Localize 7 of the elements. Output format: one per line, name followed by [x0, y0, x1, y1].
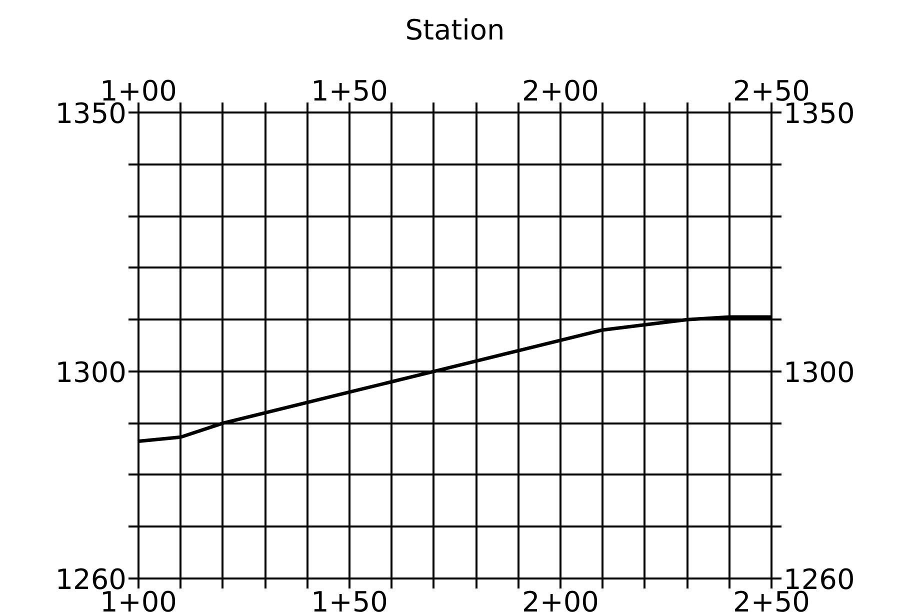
x2-axis-title: Station — [405, 14, 505, 46]
x-tick-label: 1+50 — [311, 74, 388, 108]
category-label: 1+50 — [311, 586, 388, 614]
y2-tick-label: 1300 — [784, 356, 855, 389]
category-label: 2+00 — [522, 586, 599, 614]
x-tick-label: 2+00 — [522, 74, 599, 108]
y-tick-label: 1300 — [55, 356, 127, 389]
